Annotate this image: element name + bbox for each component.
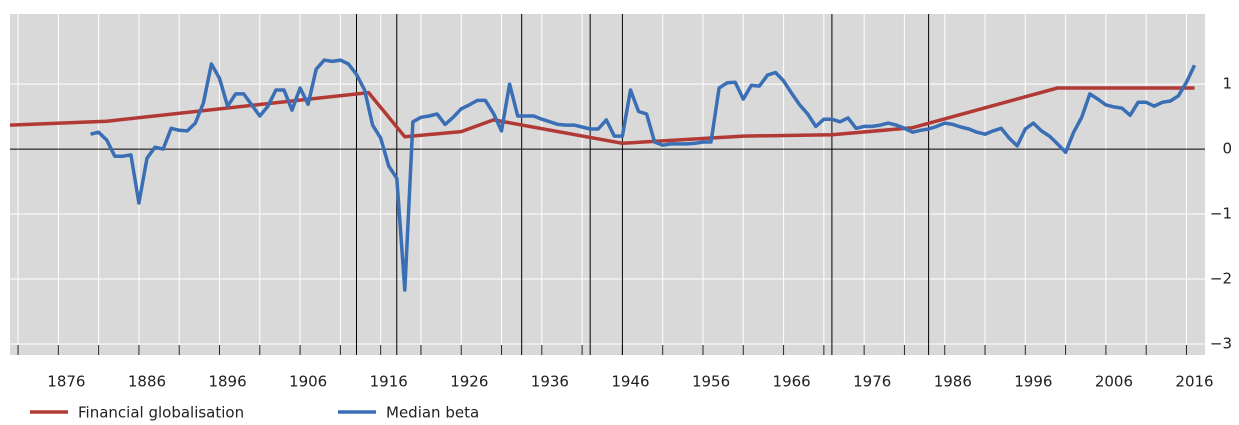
x-tick-label: 1876 [47,373,85,391]
y-tick-label: −2 [1210,270,1232,288]
x-tick-label: 1926 [450,373,488,391]
y-tick-label: 1 [1222,75,1232,93]
series-line [90,58,1197,292]
legend-label: Median beta [386,404,479,422]
x-tick-label: 2016 [1175,373,1213,391]
legend-label: Financial globalisation [78,404,244,422]
x-tick-label: 1946 [611,373,649,391]
x-tick-label: 2006 [1095,373,1133,391]
y-tick-label: 0 [1222,140,1232,158]
x-tick-label: 1956 [692,373,730,391]
x-tick-label: 1936 [531,373,569,391]
series-line [9,86,1195,146]
x-tick-label: 1996 [1014,373,1052,391]
x-tick-label: 1906 [289,373,327,391]
x-tick-label: 1886 [128,373,166,391]
y-tick-label: −3 [1210,334,1232,352]
x-tick-label: 1986 [934,373,972,391]
x-tick-label: 1966 [773,373,811,391]
x-tick-label: 1916 [370,373,408,391]
x-tick-label: 1896 [208,373,246,391]
y-tick-label: −1 [1210,205,1232,223]
x-tick-label: 1976 [853,373,891,391]
